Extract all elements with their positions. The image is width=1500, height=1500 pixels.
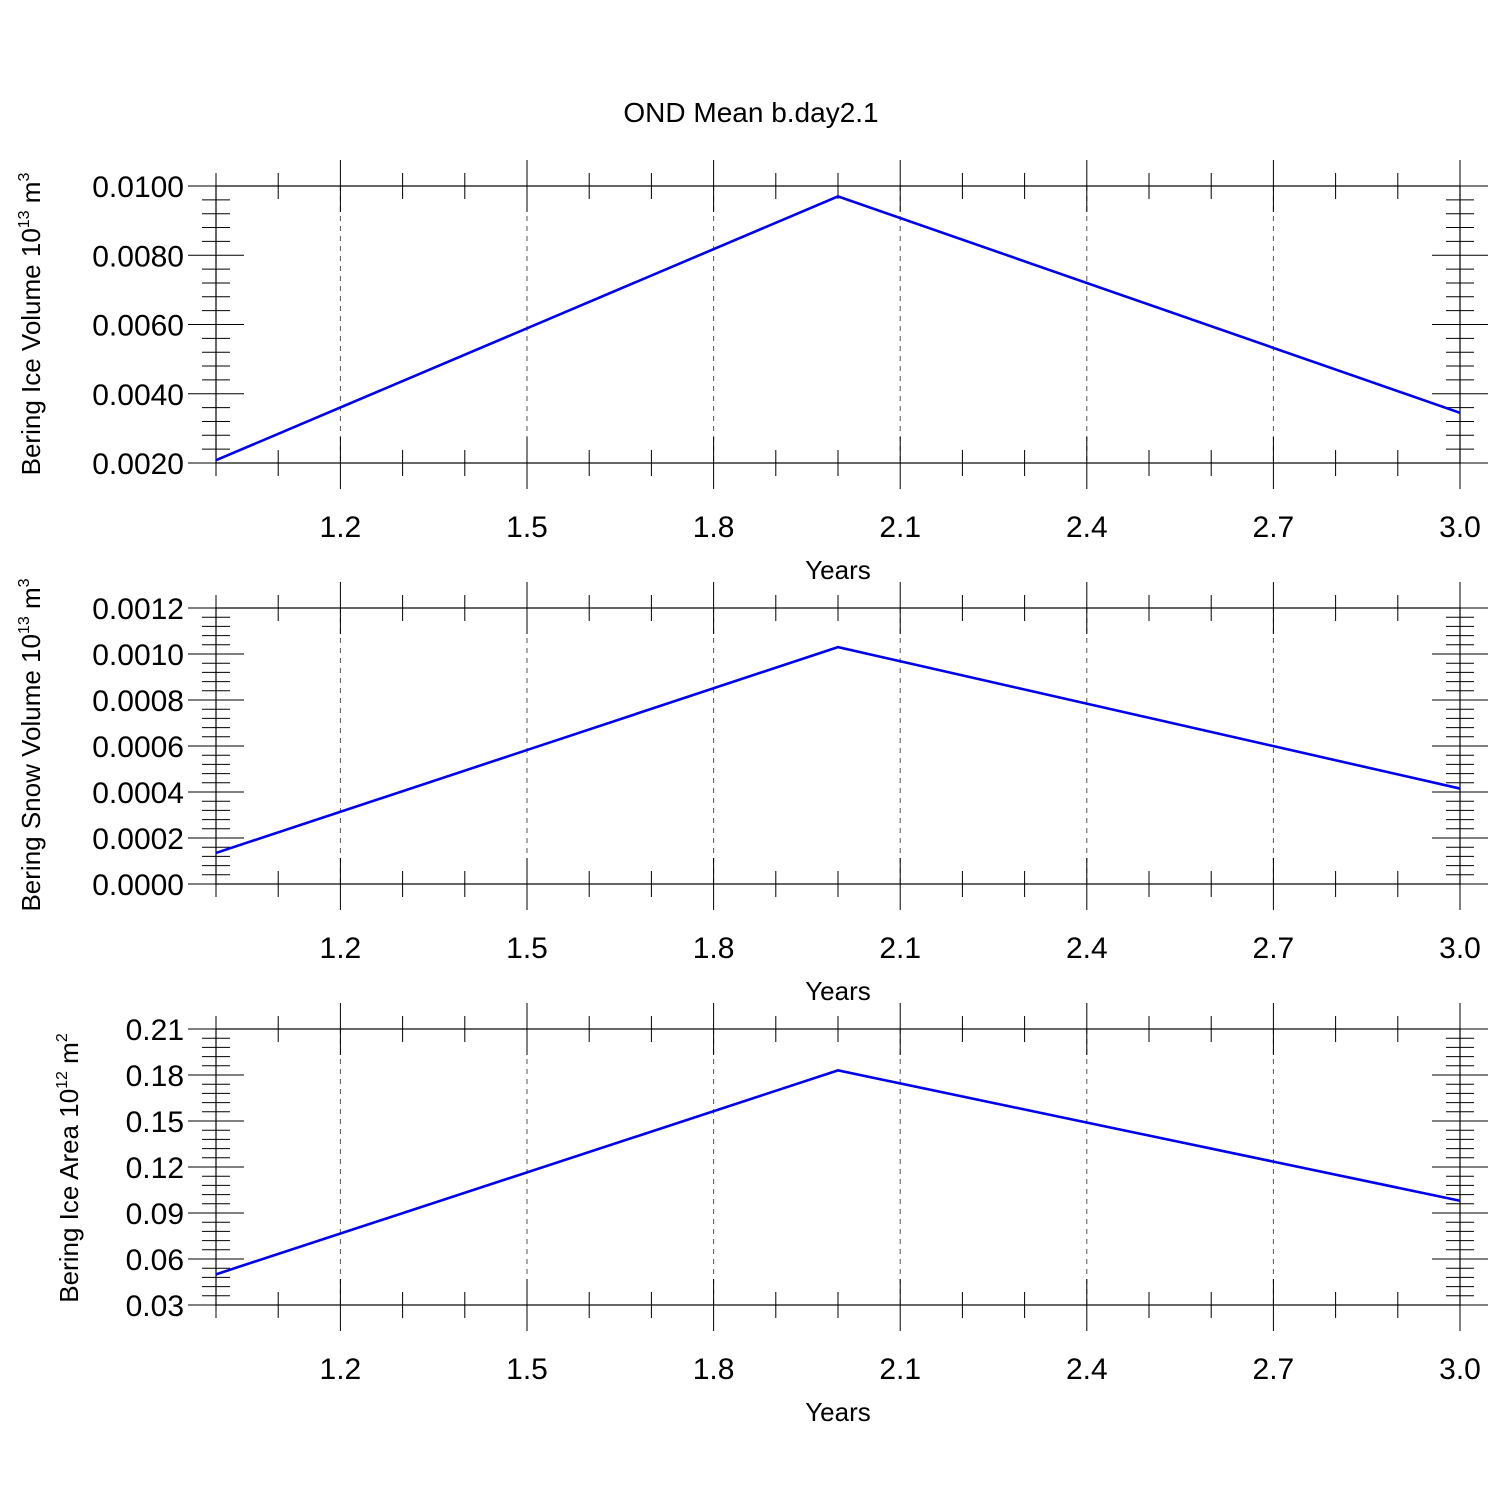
plot-frame — [215, 1028, 1461, 1306]
y-tick-label: 0.0040 — [92, 379, 184, 412]
x-tick-label: 2.7 — [1253, 511, 1295, 544]
y-tick-label: 0.21 — [126, 1014, 184, 1047]
x-tick-label: 3.0 — [1439, 1353, 1481, 1386]
x-tick-label: 3.0 — [1439, 511, 1481, 544]
x-tick-label: 2.1 — [879, 511, 921, 544]
x-tick-label: 1.2 — [320, 1353, 362, 1386]
x-tick-label: 1.2 — [320, 932, 362, 965]
panel-3: 0.03 0.06 0.09 0.12 0.15 0.18 0.21 1.2 1.5 1.8 2.1… — [54, 1003, 1488, 1427]
y-tick-label: 0.0020 — [92, 448, 184, 481]
x-tick-label: 1.5 — [506, 1353, 548, 1386]
x-tick-label: 2.7 — [1253, 1353, 1295, 1386]
y-tick-label: 0.15 — [126, 1106, 184, 1139]
plot-frame — [215, 607, 1461, 885]
x-tick-label: 2.1 — [879, 1353, 921, 1386]
x-tick-label: 1.5 — [506, 511, 548, 544]
panel-1: 0.0020 0.0040 0.0060 0.0080 0.0100 1.2 1.5 1.8 2… — [16, 160, 1488, 585]
y-axis-title: Bering Ice Volume 1013 m3 — [16, 173, 46, 476]
y-tick-label: 0.0006 — [92, 731, 184, 764]
y-tick-label: 0.0008 — [92, 685, 184, 718]
y-tick-label: 0.18 — [126, 1060, 184, 1093]
x-axis-title: Years — [805, 555, 871, 585]
y-tick-label: 0.0100 — [92, 171, 184, 204]
y-tick-label: 0.06 — [126, 1244, 184, 1277]
x-tick-label: 2.4 — [1066, 1353, 1108, 1386]
y-tick-label: 0.0080 — [92, 240, 184, 273]
plot-frame — [215, 185, 1461, 464]
y-tick-label: 0.03 — [126, 1290, 184, 1323]
x-tick-label: 1.8 — [693, 1353, 735, 1386]
x-tick-label: 1.2 — [320, 511, 362, 544]
panel-2: 0.0000 0.0002 0.0004 0.0006 0.0008 0.0010 0.00… — [16, 578, 1488, 1006]
y-tick-label: 0.0012 — [92, 593, 184, 626]
x-tick-label: 2.1 — [879, 932, 921, 965]
x-tick-label: 2.4 — [1066, 511, 1108, 544]
y-tick-label: 0.0060 — [92, 310, 184, 343]
x-tick-label: 1.5 — [506, 932, 548, 965]
y-axis-title: Bering Snow Volume 1013 m3 — [16, 578, 46, 911]
x-tick-label: 1.8 — [693, 932, 735, 965]
y-axis-title: Bering Ice Area 1012 m2 — [54, 1033, 84, 1303]
y-tick-label: 0.0010 — [92, 639, 184, 672]
y-tick-label: 0.0002 — [92, 823, 184, 856]
x-tick-label: 2.4 — [1066, 932, 1108, 965]
x-tick-label: 1.8 — [693, 511, 735, 544]
y-tick-label: 0.12 — [126, 1152, 184, 1185]
x-tick-label: 3.0 — [1439, 932, 1481, 965]
y-tick-label: 0.0004 — [92, 777, 184, 810]
x-axis-title: Years — [805, 1397, 871, 1427]
y-tick-label: 0.09 — [126, 1198, 184, 1231]
y-tick-label: 0.0000 — [92, 869, 184, 902]
x-axis-title: Years — [805, 976, 871, 1006]
x-tick-label: 2.7 — [1253, 932, 1295, 965]
chart-title: OND Mean b.day2.1 — [623, 97, 878, 128]
